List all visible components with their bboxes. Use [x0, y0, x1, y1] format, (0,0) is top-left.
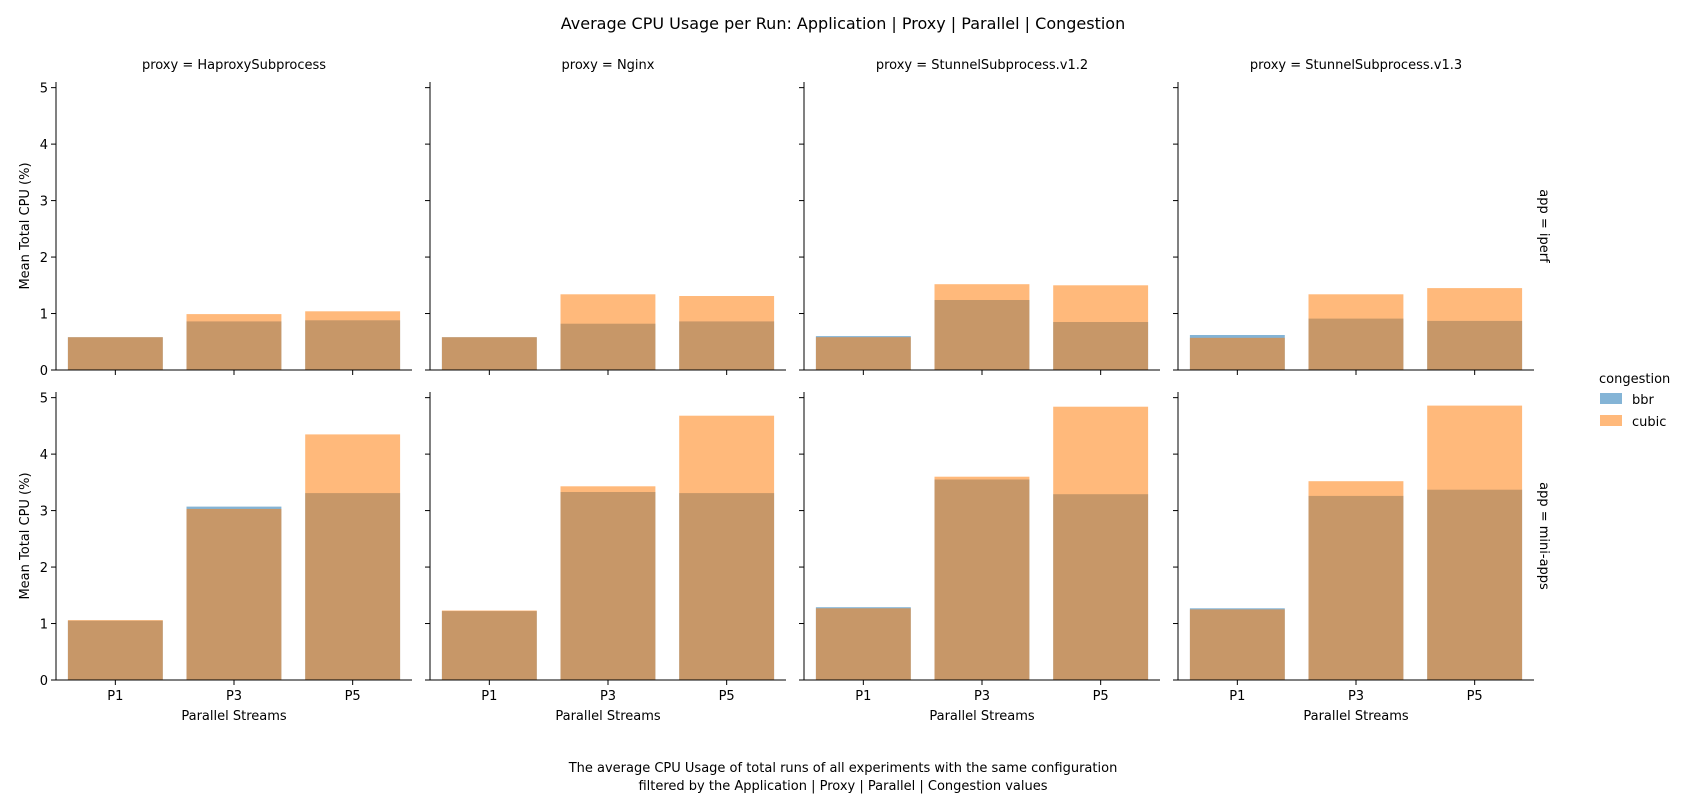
- y-tick-label: 0: [40, 674, 48, 689]
- x-tick-label: P5: [1467, 689, 1483, 704]
- legend-title: congestion: [1599, 372, 1670, 387]
- bar-cubic-P3: [560, 294, 656, 370]
- x-tick-label: P5: [345, 689, 361, 704]
- bar-cubic-P1: [441, 610, 537, 680]
- bar-cubic-P5: [1053, 285, 1149, 370]
- bar-cubic-P5: [305, 434, 401, 680]
- x-tick-label: P1: [107, 689, 123, 704]
- bar-cubic-P5: [679, 296, 775, 370]
- bar-cubic-P3: [934, 284, 1030, 370]
- x-axis-label: Parallel Streams: [555, 709, 661, 724]
- x-tick-label: P3: [1348, 689, 1364, 704]
- legend-label-cubic: cubic: [1632, 415, 1666, 430]
- x-tick-label: P5: [719, 689, 735, 704]
- y-tick-label: 2: [40, 251, 48, 266]
- bar-cubic-P3: [1308, 481, 1404, 680]
- bar-cubic-P3: [934, 476, 1030, 680]
- bar-cubic-P5: [1427, 405, 1523, 680]
- x-axis-label: Parallel Streams: [181, 709, 287, 724]
- bar-cubic-P1: [815, 608, 911, 680]
- bar-cubic-P5: [1427, 288, 1523, 370]
- bar-cubic-P5: [679, 415, 775, 680]
- bar-cubic-P1: [441, 337, 537, 370]
- legend-label-bbr: bbr: [1632, 393, 1655, 408]
- bar-cubic-P5: [1053, 406, 1149, 680]
- bar-cubic-P3: [560, 486, 656, 680]
- y-axis-label: Mean Total CPU (%): [18, 472, 33, 599]
- panel-title: proxy = StunnelSubprocess.v1.3: [1250, 58, 1462, 73]
- x-tick-label: P3: [226, 689, 242, 704]
- panel-0-2: proxy = StunnelSubprocess.v1.2: [799, 58, 1160, 375]
- bar-cubic-P5: [305, 311, 401, 370]
- x-axis-label: Parallel Streams: [929, 709, 1035, 724]
- bar-cubic-P1: [67, 337, 163, 370]
- panel-1-2: P1 P3 P5 Parallel Streams: [799, 392, 1160, 724]
- bar-cubic-P1: [1189, 609, 1285, 680]
- y-tick-label: 3: [40, 505, 48, 520]
- legend: congestion bbr cubic: [1599, 372, 1670, 430]
- x-tick-label: P3: [974, 689, 990, 704]
- legend-swatch-cubic: [1600, 415, 1622, 426]
- x-tick-label: P1: [481, 689, 497, 704]
- y-tick-label: 1: [40, 308, 48, 323]
- panel-title: proxy = Nginx: [562, 58, 655, 73]
- x-tick-label: P1: [855, 689, 871, 704]
- y-tick-label: 0: [40, 364, 48, 379]
- facet-grid: 0 1 2 3 4 5 proxy = HaproxySubprocess Mean Tota…: [18, 58, 1551, 724]
- caption-line-2: filtered by the Application | Proxy | Pa…: [638, 779, 1047, 794]
- y-tick-label: 5: [40, 392, 48, 407]
- y-axis-label: Mean Total CPU (%): [18, 162, 33, 289]
- panel-0-1: proxy = Nginx: [425, 58, 786, 375]
- panel-1-3: P1 P3 P5 Parallel Streams app = mini-apps: [1173, 392, 1551, 724]
- y-tick-label: 1: [40, 618, 48, 633]
- panel-0-0: 0 1 2 3 4 5 proxy = HaproxySubprocess Mean Tota…: [18, 58, 412, 379]
- bar-cubic-P3: [1308, 294, 1404, 370]
- bar-cubic-P1: [67, 620, 163, 680]
- row-title: app = iperf: [1536, 189, 1551, 263]
- legend-swatch-bbr: [1600, 393, 1622, 404]
- chart-title: Average CPU Usage per Run: Application |…: [561, 14, 1125, 33]
- panel-title: proxy = StunnelSubprocess.v1.2: [876, 58, 1088, 73]
- x-tick-label: P3: [600, 689, 616, 704]
- panel-title: proxy = HaproxySubprocess: [142, 58, 326, 73]
- caption-line-1: The average CPU Usage of total runs of a…: [568, 761, 1118, 776]
- bar-cubic-P3: [186, 314, 282, 370]
- y-tick-label: 4: [40, 448, 48, 463]
- panel-1-0: 0 1 2 3 4 5 P1 P3 P5 Parallel Streams Mean Total C…: [18, 392, 412, 724]
- x-tick-label: P5: [1093, 689, 1109, 704]
- y-tick-label: 4: [40, 138, 48, 153]
- y-tick-label: 5: [40, 82, 48, 97]
- y-tick-label: 2: [40, 561, 48, 576]
- x-tick-label: P1: [1229, 689, 1245, 704]
- y-tick-label: 3: [40, 195, 48, 210]
- x-axis-label: Parallel Streams: [1303, 709, 1409, 724]
- row-title: app = mini-apps: [1536, 482, 1551, 590]
- bar-cubic-P1: [815, 337, 911, 370]
- bar-cubic-P1: [1189, 337, 1285, 370]
- panel-0-3: proxy = StunnelSubprocess.v1.3 app = iper…: [1173, 58, 1551, 375]
- bar-cubic-P3: [186, 508, 282, 680]
- panel-1-1: P1 P3 P5 Parallel Streams: [425, 392, 786, 724]
